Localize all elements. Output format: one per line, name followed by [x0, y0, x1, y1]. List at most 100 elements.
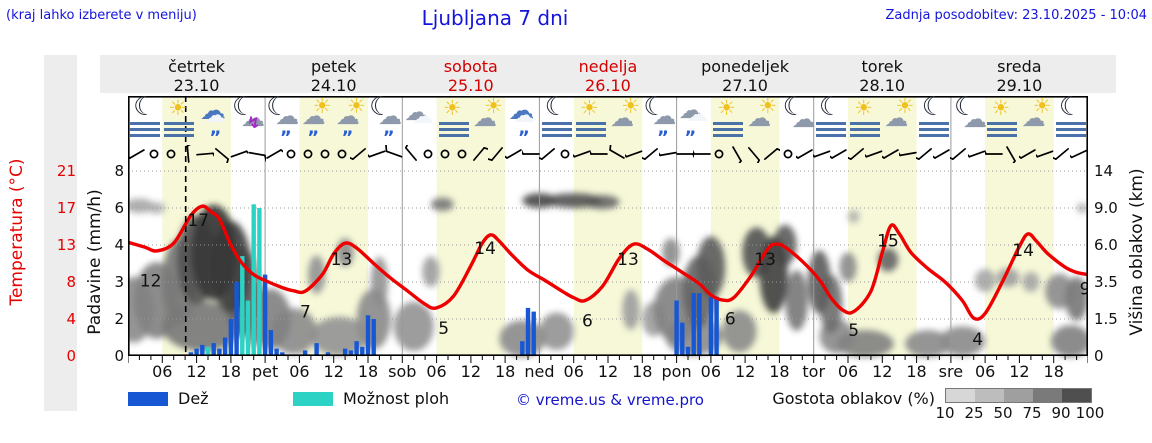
axis-tick: 6.0: [1094, 236, 1118, 254]
axis-tick: 8: [66, 273, 76, 291]
gcloud-glyph: ☁: [275, 102, 300, 130]
day-header: četrtek 23.10: [168, 57, 225, 95]
rain-legend-swatch: [128, 392, 168, 406]
temperature-label: 4: [972, 330, 983, 350]
x-axis-label: 12: [872, 362, 893, 381]
gcloud-glyph: ☁: [963, 105, 987, 133]
calm-wind-icon: [453, 145, 471, 163]
x-axis-label: 06: [426, 362, 447, 381]
wind-barb-icon: [1015, 145, 1037, 163]
axis-tick: 2: [114, 310, 124, 328]
gcloud-glyph: ☁: [747, 104, 772, 132]
rain-glyph: „: [684, 118, 697, 139]
day-header: ponedeljek 27.10: [701, 57, 790, 95]
x-axis-label: 06: [974, 362, 996, 381]
wcloud-glyph: ☁: [686, 102, 708, 126]
wind-barb-icon: [912, 145, 934, 163]
gcloud-glyph: ☁: [404, 98, 429, 126]
temperature-curve: [128, 204, 1088, 321]
gradient-tick-label: 75: [1022, 404, 1042, 422]
shower-legend-swatch: [293, 392, 333, 406]
temperature-label: 14: [1012, 241, 1034, 261]
sun-fog-icon: ☀: [162, 98, 196, 142]
calm-wind-icon: [556, 145, 574, 163]
x-axis-label: 12: [323, 362, 344, 381]
wind-barb-icon: [363, 145, 386, 163]
clouds-rain-icon: ☁ ☁ „: [677, 98, 711, 142]
gradient-tick-label: 25: [964, 404, 984, 422]
cloud-density-label: Gostota oblakov (%): [772, 389, 935, 408]
wind-barb-icon: [826, 145, 848, 163]
gcloud-glyph: ☁: [678, 96, 703, 124]
cloud-rain-icon: ☁ ☁ „: [197, 98, 231, 142]
calm-wind-icon: [710, 145, 728, 163]
wind-barb-icon: [265, 145, 287, 163]
wcloud-glyph: ☁: [204, 103, 226, 127]
axis-tick: 17: [56, 199, 76, 217]
x-axis-label: 18: [494, 362, 516, 381]
temperature-label: 9: [1080, 280, 1088, 300]
axis-tick: 3.5: [1094, 273, 1118, 291]
left-axis-band: [44, 55, 77, 411]
temperature-label: 6: [725, 310, 736, 330]
moon-glyph: ☾: [1058, 92, 1083, 122]
x-axis-label: 18: [357, 362, 379, 381]
axis-tick: 1.5: [1094, 310, 1118, 328]
rain-glyph: „: [657, 118, 670, 139]
sun-glyph: ☀: [621, 94, 640, 118]
wind-barb-icon: [792, 145, 814, 163]
x-axis-label: 18: [220, 362, 242, 381]
sun-glyph: ☀: [717, 96, 736, 120]
moon-fog-icon: ☾: [1054, 94, 1088, 142]
calm-wind-icon: [299, 145, 317, 163]
wind-barb-icon: [963, 145, 986, 163]
calm-wind-icon: [316, 145, 334, 163]
sun-cloud-rain-icon: ☀ ☁ „: [334, 96, 368, 142]
chart-plot: 12 17 7 13 5 14 6 13 6 13 5 15 4 14 9: [128, 96, 1088, 363]
sun-glyph: ☀: [1032, 94, 1052, 118]
sun-cloud-icon: ☀ ☁: [1020, 94, 1054, 142]
sun-glyph: ☀: [991, 96, 1011, 120]
day-header: sobota 25.10: [443, 57, 498, 95]
gcloud-glyph: ☁: [301, 102, 326, 130]
cloud-density-gradient: [945, 388, 1092, 403]
rain-glyph: „: [383, 118, 395, 139]
sun-cloud-rain-icon: ☀ ☁ „: [300, 96, 334, 142]
location-hint: (kraj lahko izberete v meniju): [6, 8, 197, 23]
fog-lines: [438, 122, 469, 137]
cloud-rain-icon: ☁ ☁ „: [505, 98, 539, 142]
wind-barb-icon: [346, 145, 368, 163]
sun-glyph: ☀: [168, 96, 188, 120]
credit-link[interactable]: © vreme.us & vreme.pro: [516, 391, 704, 409]
wind-barb-icon: [402, 141, 420, 163]
sun-fog-icon: ☀: [711, 98, 745, 142]
bolt-glyph: ↯: [247, 113, 261, 132]
moon-cloud-rain-icon: ☾ ☁ „: [368, 94, 402, 142]
fog-lines: [541, 122, 572, 137]
axis-tick: 0: [1094, 347, 1104, 365]
moon-cloud-rain-icon: ☾ ☁ „: [265, 94, 300, 142]
wind-barb-icon: [519, 145, 540, 163]
x-axis-label: pet: [252, 362, 279, 381]
wind-barb-icon: [655, 145, 677, 163]
axis-tick: 8: [114, 162, 124, 180]
moon-glyph: ☾: [266, 92, 290, 122]
wind-barb-icon: [608, 143, 626, 163]
moon-cloud-icon: ☾ ☁: [780, 94, 816, 142]
moon-glyph: ☾: [232, 92, 256, 122]
temperature-label: 6: [582, 312, 593, 332]
wind-barb-icon: [1032, 145, 1054, 163]
day-header: sreda 29.10: [996, 57, 1043, 95]
wind-barb-icon: [676, 145, 697, 163]
x-axis-label: pon: [661, 362, 692, 381]
temperature-label: 13: [617, 250, 639, 270]
moon-glyph: ☾: [818, 92, 843, 122]
x-axis-label: 18: [906, 362, 927, 381]
sun-cloud-icon: ☀ ☁: [745, 96, 779, 142]
bcloud-glyph: ☁: [199, 96, 226, 126]
gradient-segment: [975, 389, 1004, 402]
rain-glyph: „: [209, 118, 222, 139]
wind-barb-icon: [588, 145, 609, 163]
x-axis-label: sre: [938, 362, 964, 381]
wind-barb-icon: [1002, 145, 1020, 167]
